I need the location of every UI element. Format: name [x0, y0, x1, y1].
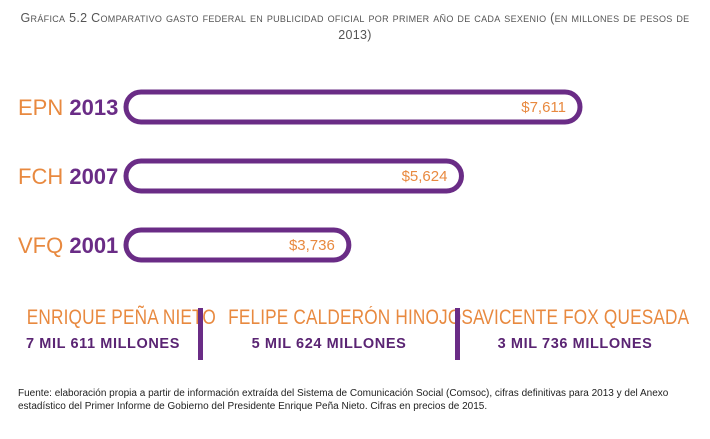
summary-vfq: VICENTE FOX QUESADA 3 MIL 736 MILLONES: [462, 306, 690, 352]
bar-value-label: $3,736: [289, 237, 335, 254]
summary-name: FELIPE CALDERÓN HINOJOSA: [228, 306, 485, 329]
bar: [123, 158, 464, 194]
bar-value-label: $5,624: [402, 168, 448, 185]
summary-amount: 3 MIL 736 MILLONES: [497, 336, 653, 352]
summary-divider: [198, 308, 203, 360]
summary-amount: 7 MIL 611 MILLONES: [26, 336, 180, 352]
bar-row: VFQ 2001 $3,736: [18, 227, 352, 263]
chart-title: Gráfica 5.2 Comparativo gasto federal en…: [20, 11, 690, 42]
summary-row: ENRIQUE PEÑA NIETO 7 MIL 611 MILLONES FE…: [0, 306, 710, 362]
bar-row: EPN 2013 $7,611: [18, 89, 583, 125]
summary-name: VICENTE FOX QUESADA: [482, 306, 690, 329]
summary-amount: 5 MIL 624 MILLONES: [251, 336, 407, 352]
bar-value-label: $7,611: [521, 99, 566, 116]
summary-epn: ENRIQUE PEÑA NIETO 7 MIL 611 MILLONES: [10, 306, 216, 352]
summary-divider: [455, 308, 460, 360]
summary-fch: FELIPE CALDERÓN HINOJOSA 5 MIL 624 MILLO…: [206, 306, 485, 352]
source-note: Fuente: elaboración propia a partir de i…: [18, 388, 669, 412]
bar-chart: EPN 2013 $7,611 FCH 2007 $5,624 VFQ 2001 $3,7…: [18, 89, 583, 263]
bar: [123, 89, 583, 125]
bar: [123, 227, 352, 263]
summary-name: ENRIQUE PEÑA NIETO: [26, 306, 216, 329]
bar-category-label: EPN 2013: [18, 95, 118, 120]
bar-category-label: FCH 2007: [18, 164, 118, 189]
bar-category-label: VFQ 2001: [18, 233, 118, 258]
bar-row: FCH 2007 $5,624: [18, 158, 464, 194]
